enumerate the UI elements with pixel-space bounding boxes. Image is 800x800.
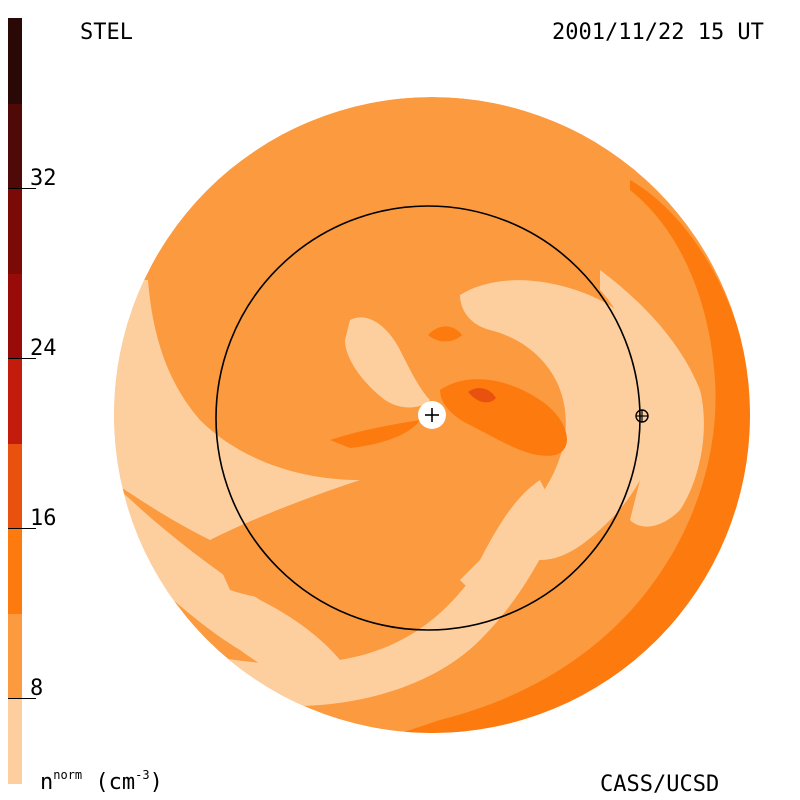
density-feature-core: [468, 388, 496, 403]
density-feature-left: [330, 420, 420, 448]
unit-label: nnorm (cm-3): [40, 768, 163, 795]
colorbar-segment: [8, 528, 22, 614]
unit-label-sup: norm: [53, 768, 83, 782]
density-feature-upper: [428, 326, 462, 342]
colorbar-tick-label: 16: [30, 506, 57, 531]
colorbar-segment: [8, 188, 22, 274]
colorbar-segment: [8, 18, 22, 104]
density-band-earth: [600, 270, 704, 527]
colorbar-segment: [8, 358, 22, 444]
sun-marker: [418, 401, 446, 429]
colorbar-tick: [8, 698, 36, 699]
density-band-outer-right: [380, 180, 750, 733]
density-band-left: [114, 280, 360, 540]
colorbar-segment: [8, 698, 22, 784]
colorbar-tick: [8, 358, 36, 359]
colorbar: [8, 18, 22, 784]
timestamp-label: 2001/11/22 15 UT: [552, 20, 764, 45]
earth-marker: [635, 409, 649, 423]
density-lobe-center: [345, 317, 430, 408]
earth-orbit-circle: [215, 205, 641, 631]
colorbar-tick-label: 8: [30, 676, 44, 701]
colorbar-segment: [8, 103, 22, 189]
colorbar-tick: [8, 188, 36, 189]
colorbar-tick: [8, 528, 36, 529]
colorbar-segment: [8, 613, 22, 699]
density-band-lower-mid: [210, 545, 330, 602]
data-source-label: STEL: [80, 20, 133, 45]
colorbar-segment: [8, 443, 22, 529]
density-band-spiral: [460, 280, 660, 600]
density-band-lower-left-2: [150, 480, 560, 706]
density-feature-central: [440, 379, 567, 456]
colorbar-segment: [8, 273, 22, 359]
unit-label-close: ): [149, 770, 163, 795]
unit-label-exp: -3: [135, 768, 150, 782]
credit-label: CASS/UCSD: [600, 772, 720, 797]
colorbar-tick-label: 24: [30, 336, 57, 361]
colorbar-tick-label: 32: [30, 166, 57, 191]
unit-label-tail: (cm: [95, 770, 136, 795]
unit-label-main: n: [40, 770, 54, 795]
